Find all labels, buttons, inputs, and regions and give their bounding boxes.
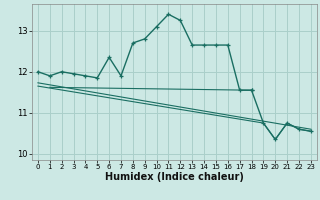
X-axis label: Humidex (Indice chaleur): Humidex (Indice chaleur) xyxy=(105,172,244,182)
